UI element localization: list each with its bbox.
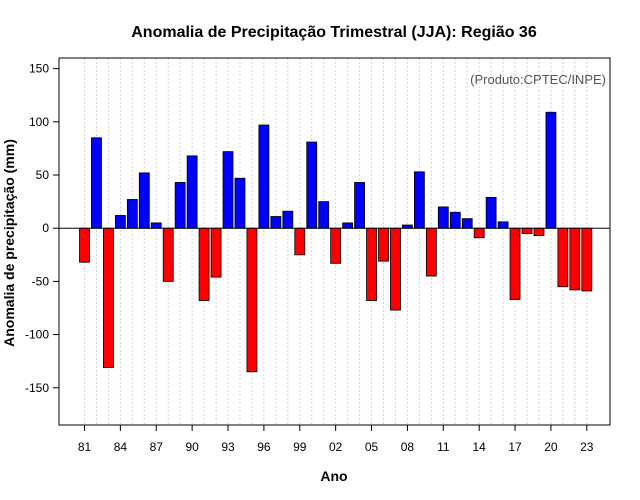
bar-1993 bbox=[222, 151, 234, 229]
bar-2018 bbox=[521, 227, 533, 234]
x-tick-label-08: 08 bbox=[401, 440, 415, 454]
x-tick-label-81: 81 bbox=[78, 440, 92, 454]
bar-2001 bbox=[318, 201, 330, 229]
bar-2012 bbox=[449, 211, 461, 229]
bar-2016 bbox=[497, 221, 509, 229]
y-tick-label-50: 50 bbox=[36, 168, 50, 182]
bar-2007 bbox=[390, 227, 401, 311]
bar-2011 bbox=[437, 206, 449, 229]
bar-2003 bbox=[342, 222, 354, 229]
y-tick-label-0: 0 bbox=[42, 221, 49, 235]
bar-1992 bbox=[210, 227, 222, 278]
chart-title: Anomalia de Precipitação Trimestral (JJA… bbox=[131, 24, 537, 41]
x-tick-label-17: 17 bbox=[508, 440, 522, 454]
bar-2002 bbox=[330, 227, 342, 264]
bar-1983 bbox=[103, 227, 114, 368]
y-axis-label: Anomalia de precipitação (mm) bbox=[1, 139, 17, 347]
x-tick-label-99: 99 bbox=[293, 440, 307, 454]
bar-2014 bbox=[473, 227, 485, 239]
bar-2019 bbox=[533, 227, 545, 237]
x-tick-label-23: 23 bbox=[580, 440, 594, 454]
bar-1987 bbox=[150, 222, 162, 229]
bar-1985 bbox=[126, 199, 138, 229]
bar-1996 bbox=[258, 124, 270, 229]
bar-2010 bbox=[425, 227, 437, 277]
x-axis-label: Ano bbox=[320, 468, 347, 484]
bar-2004 bbox=[354, 182, 365, 229]
bar-1991 bbox=[198, 227, 210, 301]
bar-1981 bbox=[79, 227, 90, 263]
y-tick-label--50: -50 bbox=[32, 274, 50, 288]
bar-2013 bbox=[461, 218, 473, 229]
bar-1988 bbox=[162, 227, 174, 282]
grid bbox=[84, 58, 588, 425]
bar-1994 bbox=[234, 177, 246, 229]
bar-2017 bbox=[509, 227, 521, 300]
x-tick-label-93: 93 bbox=[221, 440, 235, 454]
bar-2020 bbox=[545, 111, 557, 229]
bar-1990 bbox=[186, 155, 198, 229]
y-axis: -150 -100 -50 0 50 100 150 bbox=[25, 62, 59, 395]
y-tick-label-150: 150 bbox=[29, 62, 49, 76]
bar-2021 bbox=[557, 227, 569, 288]
bar-2006 bbox=[378, 227, 389, 262]
bar-2005 bbox=[366, 227, 377, 301]
bar-1982 bbox=[91, 137, 102, 229]
bar-1995 bbox=[246, 227, 258, 373]
bar-1984 bbox=[114, 215, 126, 229]
x-tick-label-05: 05 bbox=[365, 440, 379, 454]
credit-text: (Produto:CPTEC/INPE) bbox=[470, 72, 606, 87]
y-tick-label--100: -100 bbox=[25, 328, 49, 342]
x-tick-label-20: 20 bbox=[544, 440, 558, 454]
x-tick-label-02: 02 bbox=[329, 440, 343, 454]
bar-2022 bbox=[569, 227, 581, 291]
bar-2015 bbox=[485, 196, 497, 229]
bar-2009 bbox=[413, 171, 425, 229]
bars bbox=[79, 111, 593, 373]
x-tick-label-84: 84 bbox=[114, 440, 128, 454]
bar-1998 bbox=[282, 210, 294, 229]
bar-1989 bbox=[174, 182, 186, 229]
bar-1997 bbox=[270, 216, 282, 229]
x-tick-label-90: 90 bbox=[185, 440, 199, 454]
bar-2000 bbox=[306, 141, 318, 229]
y-tick-label--150: -150 bbox=[25, 381, 49, 395]
bar-1986 bbox=[138, 172, 150, 229]
x-axis: 81 84 87 90 93 96 99 02 05 08 11 14 17 20 23 bbox=[78, 425, 594, 454]
x-tick-label-11: 11 bbox=[437, 440, 450, 454]
bar-1999 bbox=[294, 227, 306, 256]
bar-2023 bbox=[581, 227, 593, 292]
y-tick-label-100: 100 bbox=[29, 115, 49, 129]
x-tick-label-96: 96 bbox=[257, 440, 271, 454]
x-tick-label-14: 14 bbox=[473, 440, 487, 454]
x-tick-label-87: 87 bbox=[150, 440, 164, 454]
plot-frame bbox=[58, 57, 611, 426]
